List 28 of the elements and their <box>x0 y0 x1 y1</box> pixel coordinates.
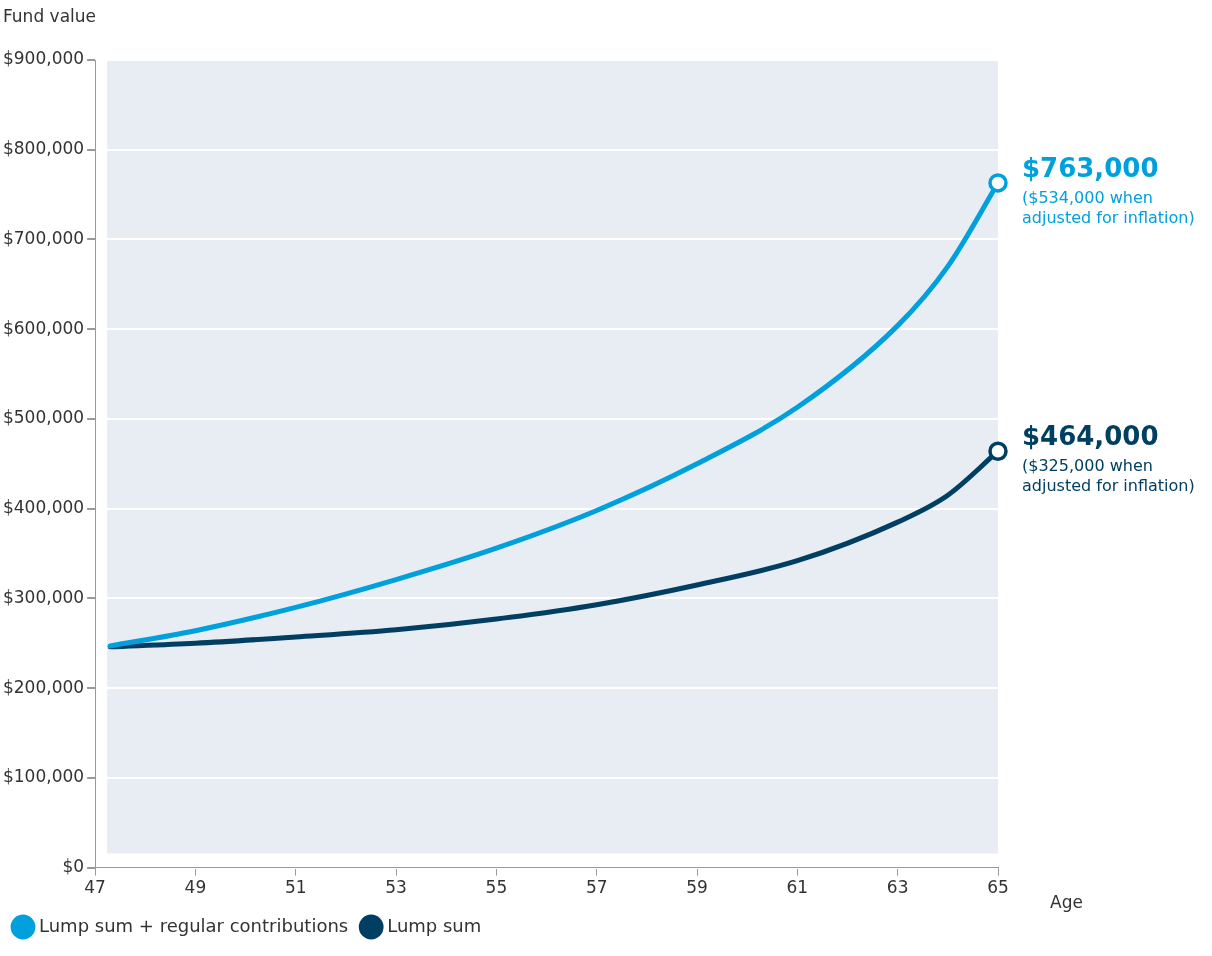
y-tick-label: $300,000 <box>2 586 85 607</box>
x-tick-label: 49 <box>184 877 207 898</box>
x-tick-label: 51 <box>284 877 307 898</box>
y-axis-title: Fund value <box>3 6 97 26</box>
legend-label: Lump sum + regular contributions <box>39 914 349 936</box>
y-tick-label: $700,000 <box>2 227 85 248</box>
y-tick-label: $900,000 <box>2 48 85 69</box>
x-axis-title: Age <box>1050 891 1083 912</box>
x-tick-label: 55 <box>485 877 508 898</box>
x-tick-label: 57 <box>585 877 608 898</box>
x-tick-label: 63 <box>886 877 909 898</box>
text: ($325,000 when adjusted for inflation) <box>1022 456 1195 496</box>
y-tick-label: $400,000 <box>2 497 85 518</box>
y-tick-label: $600,000 <box>2 317 85 338</box>
annotation: $464,000 <box>1022 421 1159 452</box>
annotation: $763,000 <box>1022 152 1159 183</box>
y-tick-label: $500,000 <box>2 407 85 428</box>
y-tick-label: $800,000 <box>2 138 85 159</box>
x-tick-label: 53 <box>385 877 407 898</box>
x-tick-label: 47 <box>84 877 106 898</box>
x-tick-label: 59 <box>686 877 708 898</box>
y-tick-label: $100,000 <box>2 766 85 787</box>
text: ($534,000 when adjusted for inflation) <box>1022 187 1195 227</box>
y-tick-label: $200,000 <box>2 676 85 697</box>
y-tick-label: $0 <box>62 856 85 877</box>
x-tick-label: 65 <box>987 877 1009 898</box>
legend-label: Lump sum <box>387 914 482 936</box>
x-tick-label: 61 <box>786 877 809 898</box>
